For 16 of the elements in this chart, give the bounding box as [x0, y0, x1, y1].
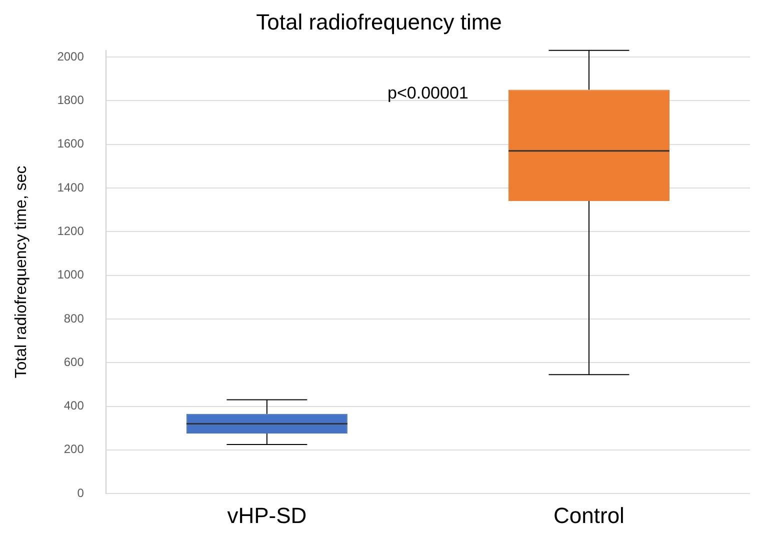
y-tick-label: 400 — [64, 398, 84, 413]
y-tick-label: 1400 — [57, 180, 84, 194]
chart-title: Total radiofrequency time — [256, 9, 502, 34]
x-tick-label: vHP-SD — [227, 502, 307, 528]
annotation: p<0.00001 — [388, 84, 468, 103]
y-axis-title: Total radiofrequency time, sec — [13, 166, 30, 378]
y-tick-label: 1200 — [57, 224, 84, 238]
y-tick-label: 1600 — [57, 136, 84, 151]
y-tick-label: 0 — [77, 486, 84, 500]
y-tick-label: 800 — [64, 311, 84, 326]
y-tick-label: 600 — [64, 354, 84, 369]
x-tick-label: Control — [554, 502, 624, 528]
y-tick-label: 1000 — [57, 268, 84, 282]
y-tick-label: 200 — [64, 442, 84, 456]
y-tick-label: 1800 — [57, 92, 84, 107]
y-tick-label: 2000 — [57, 49, 84, 64]
